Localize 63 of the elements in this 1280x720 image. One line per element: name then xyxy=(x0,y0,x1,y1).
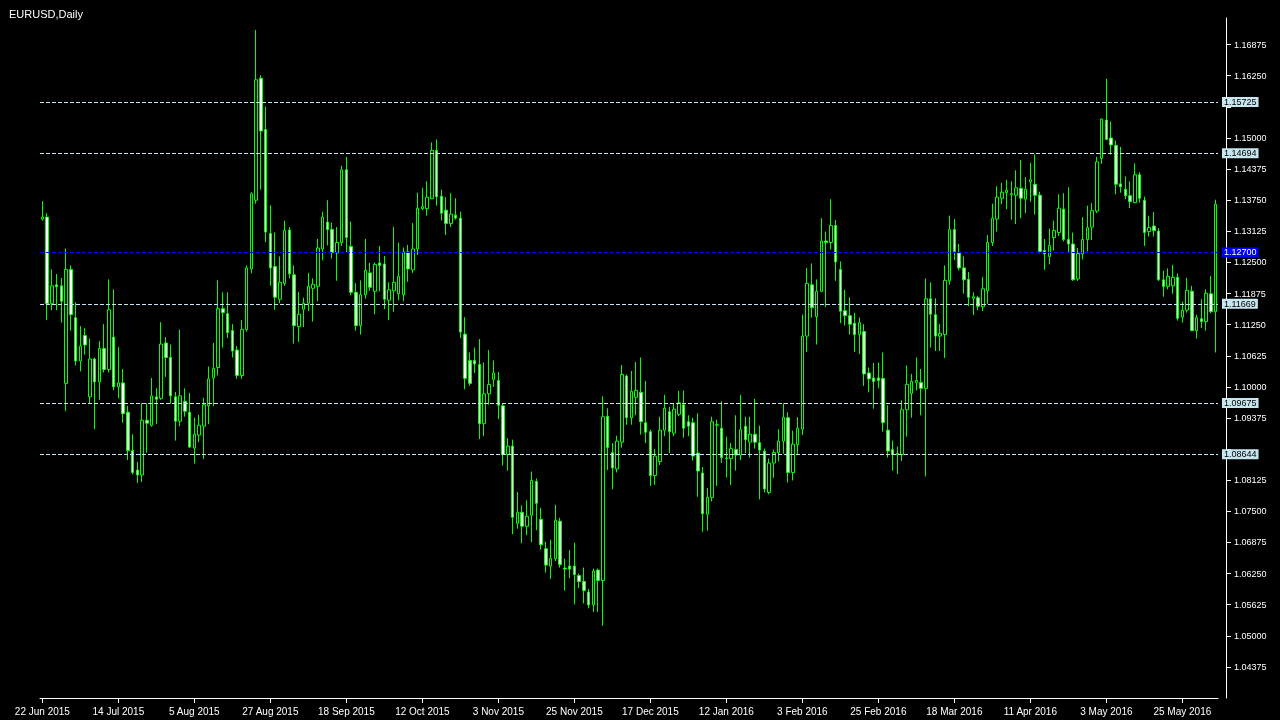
chart-title: EURUSD,Daily xyxy=(9,7,84,20)
candlestick xyxy=(701,466,704,533)
candlestick xyxy=(459,211,462,339)
candlestick xyxy=(74,301,77,366)
x-tick-label: 14 Jul 2015 xyxy=(92,705,145,717)
y-tick-label: 1.16875 xyxy=(1234,39,1267,50)
x-tick-label: 18 Sep 2015 xyxy=(318,705,376,717)
y-tick-label: 1.12500 xyxy=(1234,257,1267,268)
y-tick-label: 1.16250 xyxy=(1234,70,1267,81)
x-tick-label: 3 Feb 2016 xyxy=(777,705,829,717)
candlestick xyxy=(953,218,956,261)
candlestick xyxy=(881,352,885,433)
candlestick xyxy=(539,507,543,551)
y-tick-label: 1.10000 xyxy=(1234,381,1267,392)
candlestick xyxy=(492,359,495,388)
ref-line-label: 1.09675 xyxy=(1224,398,1257,409)
y-tick-label: 1.15000 xyxy=(1234,132,1267,143)
candlestick xyxy=(212,342,215,407)
y-tick-label: 1.06875 xyxy=(1234,537,1267,548)
ref-line-label: 1.14694 xyxy=(1224,148,1257,159)
y-tick-label: 1.11250 xyxy=(1234,319,1266,330)
candlestick xyxy=(226,291,229,339)
candlestick xyxy=(1048,228,1051,265)
ref-line-label: 1.12700 xyxy=(1224,247,1257,258)
x-tick-label: 25 May 2016 xyxy=(1153,705,1212,717)
x-tick-label: 27 Aug 2015 xyxy=(242,705,299,717)
y-tick-label: 1.04375 xyxy=(1234,661,1267,672)
x-tick-label: 12 Oct 2015 xyxy=(395,705,451,717)
y-tick-label: 1.05625 xyxy=(1234,599,1267,610)
x-tick-label: 11 Apr 2016 xyxy=(1003,705,1058,717)
candlestick xyxy=(644,380,647,444)
y-tick-label: 1.06250 xyxy=(1234,568,1267,579)
y-tick-label: 1.08125 xyxy=(1234,475,1267,486)
x-tick-label: 5 Aug 2015 xyxy=(169,705,221,717)
ref-line-label: 1.15725 xyxy=(1224,96,1257,107)
candlestick xyxy=(302,297,305,328)
x-tick-label: 3 May 2016 xyxy=(1080,705,1133,717)
y-tick-label: 1.10625 xyxy=(1234,350,1267,361)
y-tick-label: 1.05000 xyxy=(1234,630,1267,641)
candlestick xyxy=(587,588,590,609)
ref-line-label: 1.08644 xyxy=(1224,449,1257,460)
candlestick xyxy=(345,156,348,253)
candlestick xyxy=(535,477,538,531)
x-tick-label: 25 Feb 2016 xyxy=(850,705,907,717)
x-tick-label: 25 Nov 2015 xyxy=(546,705,604,717)
x-tick-label: 22 Jun 2015 xyxy=(14,705,71,717)
candlestick xyxy=(720,400,723,464)
y-tick-label: 1.14375 xyxy=(1234,164,1267,175)
x-tick-label: 3 Nov 2015 xyxy=(472,705,525,717)
y-tick-label: 1.07500 xyxy=(1234,506,1267,517)
candlestick xyxy=(1100,118,1103,165)
x-tick-label: 18 Mar 2016 xyxy=(926,705,983,717)
y-tick-label: 1.13750 xyxy=(1234,195,1267,206)
candlestick xyxy=(188,392,191,449)
ref-line-label: 1.11669 xyxy=(1224,298,1256,309)
y-tick-label: 1.13125 xyxy=(1234,226,1267,237)
x-tick-label: 12 Jan 2016 xyxy=(698,705,755,717)
candlestick xyxy=(1029,162,1032,203)
x-tick-label: 17 Dec 2015 xyxy=(622,705,680,717)
candlestick xyxy=(573,542,576,605)
candlestick xyxy=(530,471,533,543)
y-tick-label: 1.09375 xyxy=(1234,412,1267,423)
y-tick-label: 1.11875 xyxy=(1234,288,1266,299)
